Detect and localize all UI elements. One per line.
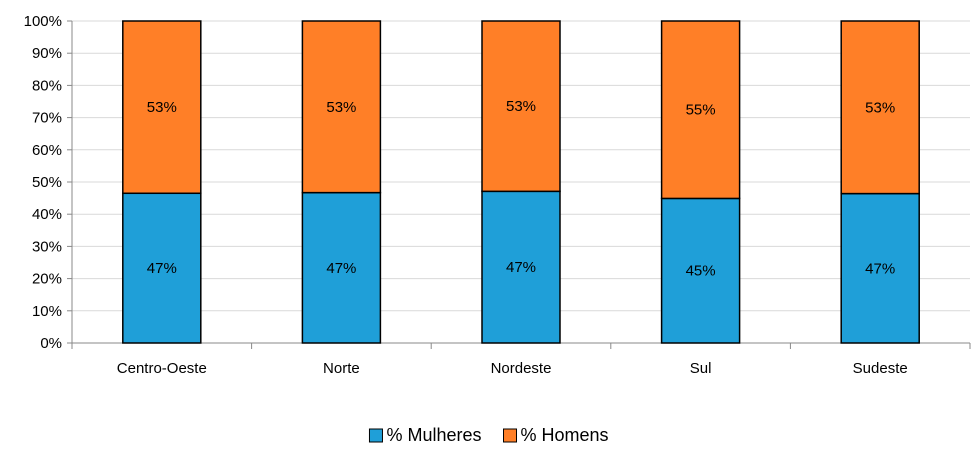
data-label: 53% <box>506 98 536 115</box>
bar-segment <box>840 20 920 195</box>
x-category-label: Nordeste <box>491 360 552 377</box>
y-tick-label: 80% <box>32 77 62 94</box>
bar-segment <box>840 192 920 344</box>
y-tick-label: 70% <box>32 110 62 127</box>
legend: % Mulheres % Homens <box>368 425 609 445</box>
y-tick-label: 90% <box>32 45 62 62</box>
y-tick-label: 0% <box>40 335 62 352</box>
bar-segment <box>122 20 202 195</box>
y-tick-label: 40% <box>32 206 62 223</box>
y-tick-label: 60% <box>32 142 62 159</box>
x-category-label: Centro-Oeste <box>117 360 207 377</box>
data-label: 55% <box>686 102 716 119</box>
x-category-label: Sudeste <box>853 360 908 377</box>
legend-label: % Mulheres <box>386 425 481 445</box>
y-tick-label: 100% <box>24 13 62 30</box>
data-labels: 47% 53% 47% 53% 47% 53% 45% 55% 47% 53% <box>147 98 895 280</box>
legend-label: % Homens <box>521 425 609 445</box>
data-label: 45% <box>686 263 716 280</box>
bar-segment <box>660 20 741 200</box>
data-label: 47% <box>147 260 177 277</box>
data-label: 53% <box>147 99 177 116</box>
y-tick-label: 30% <box>32 238 62 255</box>
bar-segment <box>481 20 561 193</box>
data-label: 47% <box>865 260 895 277</box>
data-label: 47% <box>326 260 356 277</box>
legend-swatch <box>503 428 518 443</box>
data-label: 47% <box>506 259 536 276</box>
data-label: 53% <box>326 99 356 116</box>
y-tick-label: 50% <box>32 174 62 191</box>
y-tick-label: 20% <box>32 271 62 288</box>
x-category-label: Norte <box>323 360 360 377</box>
bar-segment <box>660 197 741 344</box>
x-category-label: Sul <box>690 360 712 377</box>
y-tick-label: 10% <box>32 303 62 320</box>
bars <box>122 20 920 344</box>
data-label: 53% <box>865 99 895 116</box>
bar-segment <box>122 192 202 344</box>
legend-swatch <box>368 428 383 443</box>
bar-segment <box>301 20 382 194</box>
